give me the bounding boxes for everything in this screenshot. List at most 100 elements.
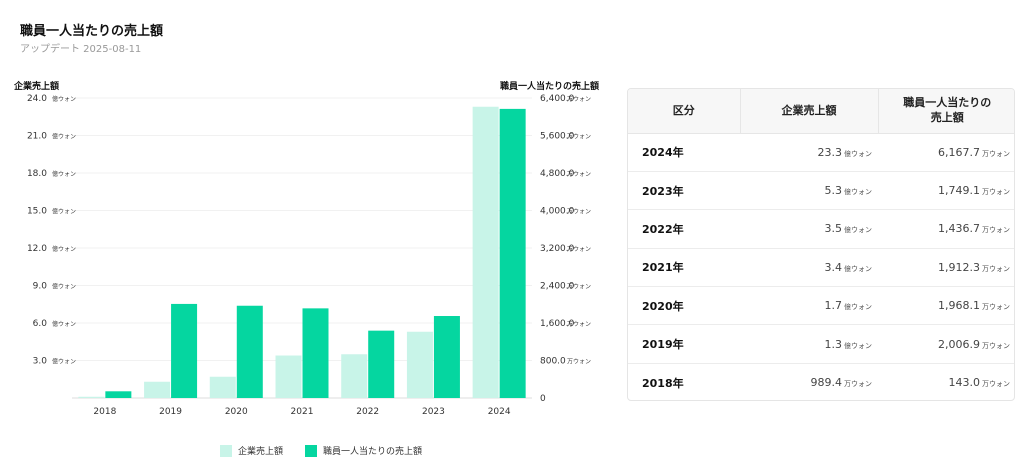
x-tick-label: 2019	[159, 407, 182, 417]
right-tick-label: 5,600.0	[540, 132, 575, 142]
left-tick-label: 6.0	[33, 319, 48, 329]
table-cell-company-sales-unit: 億ウォン	[844, 226, 872, 235]
left-tick-unit: 億ウォン	[52, 320, 76, 328]
table-cell-per-employee-sales-unit: 万ウォン	[982, 149, 1010, 158]
table-cell-company-sales-value: 989.4	[810, 376, 843, 390]
table-cell-per-employee-sales-value: 1,436.7	[938, 222, 980, 236]
right-tick-unit: 万ウォン	[567, 358, 591, 366]
legend-swatch-per-employee-sales	[305, 444, 318, 457]
table-cell-company-sales-value: 3.4	[824, 260, 843, 274]
page-title: 職員一人当たりの売上額	[20, 24, 164, 39]
left-tick-unit: 億ウォン	[52, 133, 76, 141]
legend-item-company-sales[interactable]: 企業売上額	[220, 444, 283, 457]
table-cell-company-sales: 1.7 億ウォン	[740, 286, 878, 326]
right-tick-label: 6,400.0	[540, 94, 575, 104]
table-header-per-employee-sales: 職員一人当たりの 売上額	[878, 89, 1014, 134]
bar-per-employee-sales-2018	[105, 391, 132, 398]
table-cell-year: 2020年	[628, 286, 740, 326]
bar-chart: 3.0 億ウォン 6.0 億ウォン 9.0 億ウォン 12.0 億ウォン 15.0 億ウォン 18.…	[27, 94, 591, 417]
table-cell-company-sales: 989.4 万ウォン	[740, 363, 878, 400]
table-row: 2022年 3.5 億ウォン 1,436.7 万ウォン	[628, 209, 1014, 249]
table-cell-per-employee-sales-value: 143.0	[948, 376, 981, 390]
table-cell-company-sales-unit: 億ウォン	[844, 149, 872, 158]
chart-legend: 企業売上額 職員一人当たりの売上額	[220, 444, 422, 457]
table-cell-company-sales: 5.3 億ウォン	[740, 171, 878, 211]
table-cell-year: 2018年	[642, 376, 684, 390]
legend-label-company-sales: 企業売上額	[238, 447, 284, 457]
table-cell-per-employee-sales-unit: 万ウォン	[982, 380, 1010, 389]
table-row: 2020年 1.7 億ウォン 1,968.1 万ウォン	[628, 286, 1014, 326]
bar-company-sales-2023	[406, 331, 433, 398]
table-cell-company-sales-unit: 億ウォン	[844, 264, 872, 273]
table-cell-company-sales-value: 3.5	[824, 222, 843, 236]
left-tick-label: 21.0	[27, 132, 47, 142]
bar-per-employee-sales-2022	[368, 330, 395, 398]
table-cell-per-employee-sales-value: 1,968.1	[938, 299, 980, 313]
table-cell-per-employee-sales-value: 6,167.7	[938, 145, 980, 159]
left-tick-label: 15.0	[27, 207, 47, 217]
left-tick-unit: 億ウォン	[52, 283, 76, 291]
left-tick-label: 3.0	[33, 357, 48, 367]
bar-company-sales-2022	[341, 354, 368, 398]
left-tick-unit: 億ウォン	[52, 358, 76, 366]
table-cell-per-employee-sales-unit: 万ウォン	[982, 226, 1010, 235]
table-cell-company-sales-unit: 億ウォン	[844, 341, 872, 350]
table-cell-company-sales-value: 23.3	[817, 145, 843, 159]
table-row: 2024年 23.3 億ウォン 6,167.7 万ウォン	[628, 133, 1014, 172]
table-cell-per-employee-sales-value: 1,749.1	[938, 184, 980, 198]
table-cell-per-employee-sales: 1,749.1 万ウォン	[878, 171, 1014, 211]
bar-company-sales-2024	[472, 106, 499, 398]
right-tick-label: 0	[540, 394, 546, 404]
bar-per-employee-sales-2024	[499, 108, 526, 398]
right-tick-label: 4,000.0	[540, 207, 575, 217]
left-tick-label: 9.0	[33, 282, 48, 292]
bar-company-sales-2019	[144, 381, 171, 398]
right-tick-label: 1,600.0	[540, 319, 575, 329]
bar-company-sales-2020	[209, 376, 236, 398]
table-header-row: 区分 企業売上額 職員一人当たりの 売上額	[628, 89, 1014, 134]
table-cell-year: 2022年	[628, 209, 740, 249]
table-cell-company-sales-unit: 億ウォン	[844, 188, 872, 197]
x-tick-label: 2020	[225, 407, 248, 417]
bar-company-sales-2018	[78, 396, 105, 398]
right-tick-label: 4,800.0	[540, 169, 575, 179]
x-tick-label: 2023	[422, 407, 445, 417]
table-row: 2023年 5.3 億ウォン 1,749.1 万ウォン	[628, 171, 1014, 211]
right-tick-unit: 万ウォン	[567, 245, 591, 253]
table-cell-per-employee-sales: 1,436.7 万ウォン	[878, 209, 1014, 249]
table-cell-year: 2023年	[628, 171, 740, 211]
table-cell-per-employee-sales: 2,006.9 万ウォン	[878, 324, 1014, 364]
right-tick-label: 2,400.0	[540, 282, 575, 292]
x-tick-label: 2024	[488, 407, 511, 417]
table-row: 2021年 3.4 億ウォン 1,912.3 万ウォン	[628, 248, 1014, 288]
table-cell-company-sales-value: 1.7	[824, 299, 843, 313]
right-tick-unit: 万ウォン	[567, 133, 591, 141]
table-cell-year: 2024年	[628, 133, 740, 172]
table-cell-company-sales-value: 5.3	[824, 184, 843, 198]
table-cell-per-employee-sales: 6,167.7 万ウォン	[878, 133, 1014, 172]
left-tick-unit: 億ウォン	[52, 170, 76, 178]
sales-table: 区分 企業売上額 職員一人当たりの 売上額 2024年 23.3 億ウォン 6,167.…	[627, 88, 1015, 401]
left-tick-label: 12.0	[27, 244, 47, 254]
table-row: 2018年 989.4 万ウォン 143.0 万ウォン	[628, 363, 1014, 400]
update-date: アップデート 2025-08-11	[20, 44, 142, 55]
left-axis-title: 企業売上額	[14, 82, 60, 92]
legend-item-per-employee-sales[interactable]: 職員一人当たりの売上額	[305, 444, 422, 457]
right-axis-title: 職員一人当たりの売上額	[500, 82, 600, 92]
bar-company-sales-2021	[275, 355, 302, 398]
table-cell-per-employee-sales-unit: 万ウォン	[982, 341, 1010, 350]
table-cell-company-sales: 3.4 億ウォン	[740, 248, 878, 288]
x-tick-label: 2021	[291, 407, 314, 417]
right-tick-unit: 万ウォン	[567, 170, 591, 178]
table-cell-company-sales: 1.3 億ウォン	[740, 324, 878, 364]
right-tick-unit: 万ウォン	[567, 283, 591, 291]
x-tick-label: 2018	[93, 407, 116, 417]
table-cell-company-sales: 23.3 億ウォン	[740, 133, 878, 172]
bar-per-employee-sales-2020	[236, 305, 263, 398]
table-cell-year: 2019年	[628, 324, 740, 364]
left-tick-unit: 億ウォン	[52, 245, 76, 253]
table-row: 2019年 1.3 億ウォン 2,006.9 万ウォン	[628, 324, 1014, 364]
left-tick-label: 18.0	[27, 169, 47, 179]
right-tick-unit: 万ウォン	[567, 95, 591, 103]
table-cell-year: 2021年	[628, 248, 740, 288]
